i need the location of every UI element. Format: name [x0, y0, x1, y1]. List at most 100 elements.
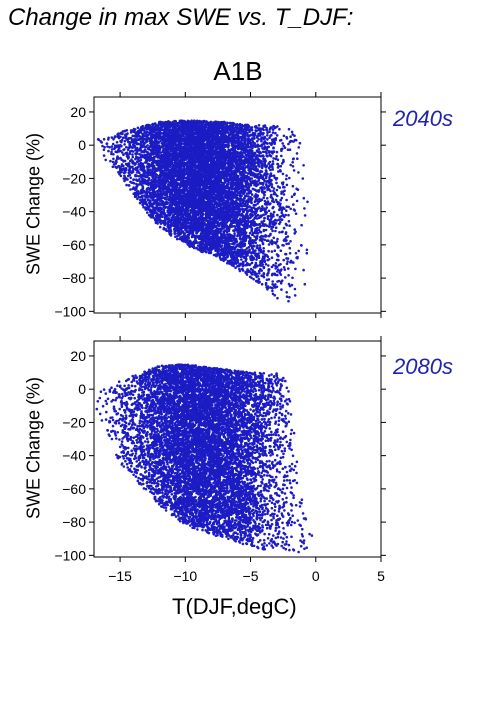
period-label-2040s: 2040s — [393, 106, 453, 131]
scatter-point — [293, 294, 297, 297]
scatter-point — [276, 158, 280, 162]
scatter-point — [290, 130, 294, 134]
scatter-point — [303, 282, 307, 286]
scatter-point — [125, 129, 129, 132]
scatter-point — [301, 177, 305, 180]
scatter-point — [285, 291, 289, 294]
scatter-point — [258, 269, 261, 273]
scatter-point — [269, 168, 272, 172]
scatter-point — [259, 264, 262, 267]
scatter-point — [101, 144, 104, 148]
scatter-point — [242, 210, 245, 214]
scatter-point — [271, 131, 275, 134]
scatter-point — [234, 266, 237, 270]
scatter-point — [279, 273, 283, 276]
scatter-point — [278, 186, 282, 189]
scatter-point — [293, 287, 297, 291]
scatter-point — [302, 268, 305, 272]
scatter-point — [113, 135, 117, 138]
scatter-point — [285, 183, 289, 187]
scatter-point — [285, 205, 289, 208]
scatter-point — [136, 179, 139, 182]
scatter-point — [111, 160, 115, 164]
scatter-point — [272, 157, 275, 160]
scatter-point — [244, 188, 247, 192]
scatter-point — [268, 160, 272, 164]
scatter-point — [244, 194, 248, 198]
scatter-point — [278, 231, 281, 234]
scatter-point — [267, 243, 271, 246]
scatter-point — [216, 142, 219, 146]
scatter-point — [266, 138, 269, 141]
scatter-point — [119, 149, 122, 153]
scatter-point — [287, 267, 290, 270]
scatter-point — [292, 169, 296, 172]
scatter-point — [275, 285, 279, 289]
scatter-point — [287, 142, 290, 146]
scatter-point — [132, 167, 135, 171]
scatter-point — [278, 269, 282, 273]
scatter-point — [115, 141, 119, 144]
scatter-point — [275, 188, 279, 192]
scatter-point — [269, 126, 273, 129]
scatter-point — [285, 137, 289, 140]
scatter-point — [262, 272, 266, 275]
scatter-point — [300, 223, 303, 227]
scatter-point — [282, 134, 286, 138]
scatter-point — [305, 248, 309, 252]
period-label-2080s: 2080s — [393, 354, 453, 379]
scatter-point — [149, 215, 152, 218]
scatter-point — [288, 224, 291, 227]
page-title: Change in max SWE vs. T_DJF: — [8, 4, 354, 31]
scatter-point — [293, 192, 297, 196]
scatter-point — [291, 161, 295, 164]
scatter-point — [257, 138, 260, 141]
scatter-point — [233, 232, 236, 235]
scatter-point — [126, 178, 129, 181]
scatter-point — [269, 172, 273, 175]
scatter-point — [136, 126, 140, 130]
scatter-point — [249, 184, 253, 187]
scatter-point — [144, 131, 147, 135]
scatter-point — [253, 137, 256, 140]
scatter-point — [286, 260, 289, 263]
scatter-point — [287, 220, 291, 223]
scatter-point — [255, 258, 258, 261]
scatter-point — [276, 296, 279, 300]
scatter-point — [289, 240, 292, 243]
scatter-point — [266, 197, 269, 200]
scatter-point — [263, 216, 266, 220]
scatter-point — [282, 193, 286, 196]
scatter-point — [269, 134, 272, 137]
scatter-point — [107, 149, 110, 153]
scatter-point — [288, 176, 291, 180]
scatter-point — [291, 184, 295, 188]
scenario-title: A1B — [213, 56, 263, 86]
scatter-point — [272, 192, 276, 196]
scatter-point — [262, 235, 265, 238]
scatter-point — [258, 244, 262, 247]
scatter-point — [275, 150, 279, 154]
scatter-point — [103, 145, 106, 149]
scatter-point — [263, 199, 267, 203]
scatter-point — [261, 160, 264, 163]
scatter-point — [265, 169, 268, 173]
scatter-point — [276, 194, 279, 198]
scatter-point — [262, 132, 265, 135]
scatter-point — [267, 239, 270, 242]
scatter-point — [102, 154, 106, 157]
scatter-point — [276, 273, 279, 277]
scatter-point — [251, 247, 254, 250]
scatter-point — [283, 268, 287, 271]
scatter-point — [297, 146, 301, 149]
scatter-point — [296, 157, 299, 160]
scatter-point — [125, 145, 128, 149]
scatter-points — [96, 119, 309, 303]
scatter-point — [285, 262, 289, 266]
scatter-point — [254, 241, 258, 245]
scatter-point — [275, 181, 278, 185]
scatter-point — [289, 163, 293, 167]
scatter-point — [205, 250, 208, 254]
scatter-point — [274, 131, 277, 135]
scatter-point — [112, 138, 115, 141]
